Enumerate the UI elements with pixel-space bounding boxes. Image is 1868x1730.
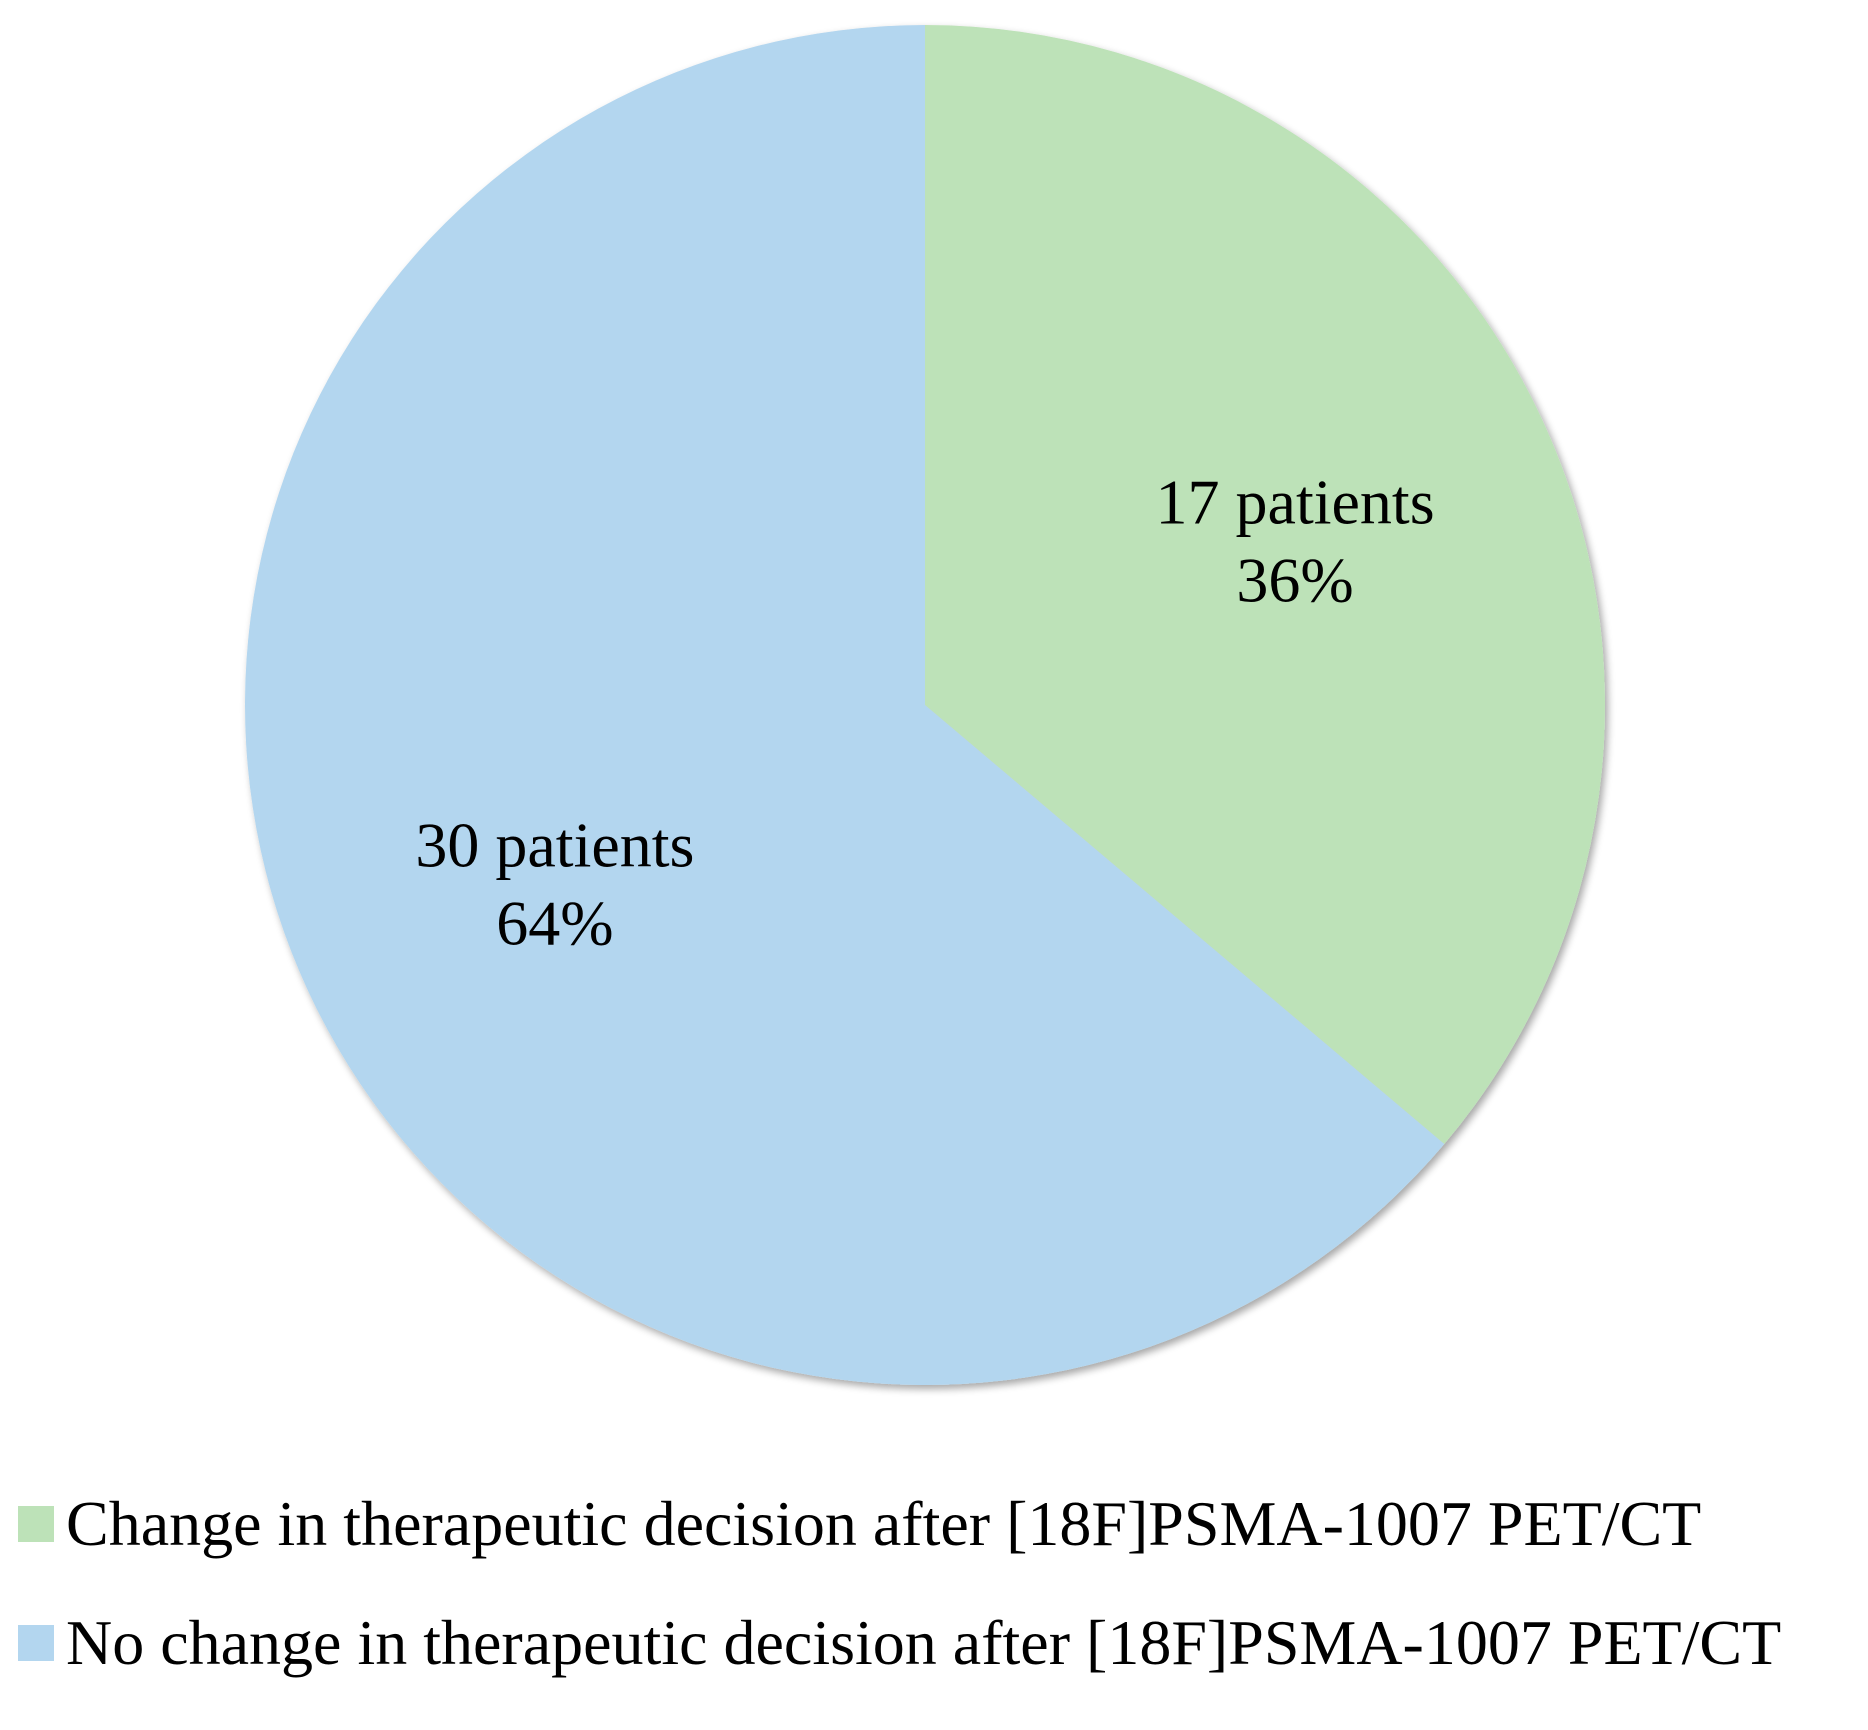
- pie-label-no-change: 30 patients: [415, 810, 694, 881]
- legend-label-no-change: No change in therapeutic decision after …: [66, 1607, 1782, 1678]
- legend-item-no-change: No change in therapeutic decision after …: [18, 1611, 1781, 1675]
- pie-label-change: 17 patients: [1156, 466, 1435, 537]
- legend-item-change: Change in therapeutic decision after [18…: [18, 1492, 1781, 1556]
- pie-slices: [244, 25, 1605, 1385]
- legend-label-change: Change in therapeutic decision after [18…: [66, 1488, 1702, 1559]
- legend-swatch-change: [18, 1506, 54, 1542]
- pie-percent-change: 36%: [1236, 544, 1353, 615]
- legend: Change in therapeutic decision after [18…: [18, 1492, 1781, 1730]
- pie-slice-change: [925, 25, 1605, 1145]
- legend-swatch-no-change: [18, 1625, 54, 1661]
- pie-percent-no-change: 64%: [496, 888, 613, 959]
- pie-slice-no-change: [244, 25, 1445, 1385]
